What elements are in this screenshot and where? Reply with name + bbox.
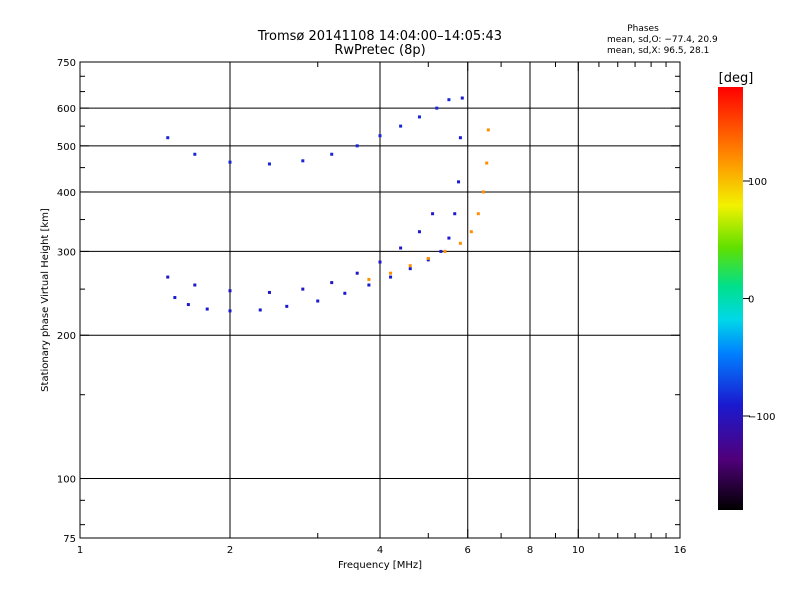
data-point [367, 277, 371, 281]
data-point [399, 246, 403, 250]
stats-o-mode: mean, sd,O: −77.4, 20.9 [607, 35, 718, 45]
data-point [408, 264, 412, 268]
data-point [330, 152, 334, 156]
colorbar-tick-label: 100 [748, 177, 767, 188]
data-point [486, 128, 490, 132]
chart-subtitle: RwPretec (8p) [334, 43, 425, 58]
data-point [435, 106, 439, 110]
data-point [301, 159, 305, 163]
y-tick-label: 75 [63, 534, 76, 545]
x-tick-label: 4 [377, 545, 383, 556]
data-point [469, 230, 473, 234]
data-point [355, 144, 359, 148]
data-point [389, 271, 393, 275]
y-tick-label: 400 [57, 188, 76, 199]
data-point [267, 290, 271, 294]
data-point [485, 161, 489, 165]
data-points [166, 96, 490, 313]
data-point [453, 212, 457, 216]
data-point [186, 303, 190, 307]
data-point [193, 283, 197, 287]
data-point [258, 308, 262, 312]
data-point [439, 249, 443, 253]
grid-layer [80, 62, 680, 538]
y-tick-label: 500 [57, 142, 76, 153]
data-point [228, 309, 232, 313]
data-point [476, 212, 480, 216]
data-point [378, 260, 382, 264]
data-point [389, 275, 393, 279]
chart-title: Tromsø 20141108 14:04:00–14:05:43 [257, 29, 502, 44]
data-point [378, 134, 382, 138]
x-tick-label: 2 [227, 545, 233, 556]
plot-frame [79, 61, 681, 539]
colorbar-label: [deg] [719, 71, 754, 86]
y-tick-label: 600 [57, 104, 76, 115]
colorbar-tick-label: 0 [748, 295, 754, 306]
data-point [447, 236, 451, 240]
data-point [228, 289, 232, 293]
data-point [267, 162, 271, 166]
data-point [460, 96, 464, 100]
colorbar-ticks: 100 0 −100 [743, 177, 775, 423]
data-point [426, 256, 430, 260]
data-point [447, 98, 451, 102]
x-axis-label: Frequency [MHz] [338, 560, 422, 571]
data-point [443, 249, 447, 253]
data-point [458, 136, 462, 140]
data-point [343, 291, 347, 295]
data-point [408, 267, 412, 271]
data-point [431, 212, 435, 216]
colorbar [718, 87, 743, 510]
x-tick-label: 1 [77, 545, 83, 556]
data-point [193, 152, 197, 156]
data-point [367, 283, 371, 287]
data-point [285, 304, 289, 308]
x-tick-label: 10 [572, 545, 585, 556]
x-tick-label: 16 [674, 545, 687, 556]
y-tick-label: 200 [57, 331, 76, 342]
stats-heading: Phases [627, 24, 659, 34]
data-point [228, 160, 232, 164]
y-tick-label: 100 [57, 475, 76, 486]
stats-x-mode: mean, sd,X: 96.5, 28.1 [607, 46, 709, 56]
data-point [173, 296, 177, 300]
y-axis-label: Stationary phase Virtual Height [km] [40, 208, 51, 392]
data-point [481, 190, 485, 194]
data-point [417, 230, 421, 234]
y-tick-label: 300 [57, 247, 76, 258]
data-point [205, 307, 209, 311]
data-point [301, 287, 305, 291]
tick-layer: 1 2 4 6 8 10 16 75 100 200 300 400 500 600 750 [57, 58, 686, 556]
data-point [166, 136, 170, 140]
data-point [166, 275, 170, 279]
data-point [355, 271, 359, 275]
data-point [399, 124, 403, 128]
x-tick-label: 8 [527, 545, 533, 556]
y-tick-label: 750 [57, 58, 76, 69]
data-point [417, 115, 421, 119]
x-tick-label: 6 [465, 545, 471, 556]
data-point [330, 281, 334, 285]
data-point [458, 241, 462, 245]
colorbar-tick-label: −100 [748, 412, 775, 423]
data-point [316, 299, 320, 303]
data-point [457, 180, 461, 184]
